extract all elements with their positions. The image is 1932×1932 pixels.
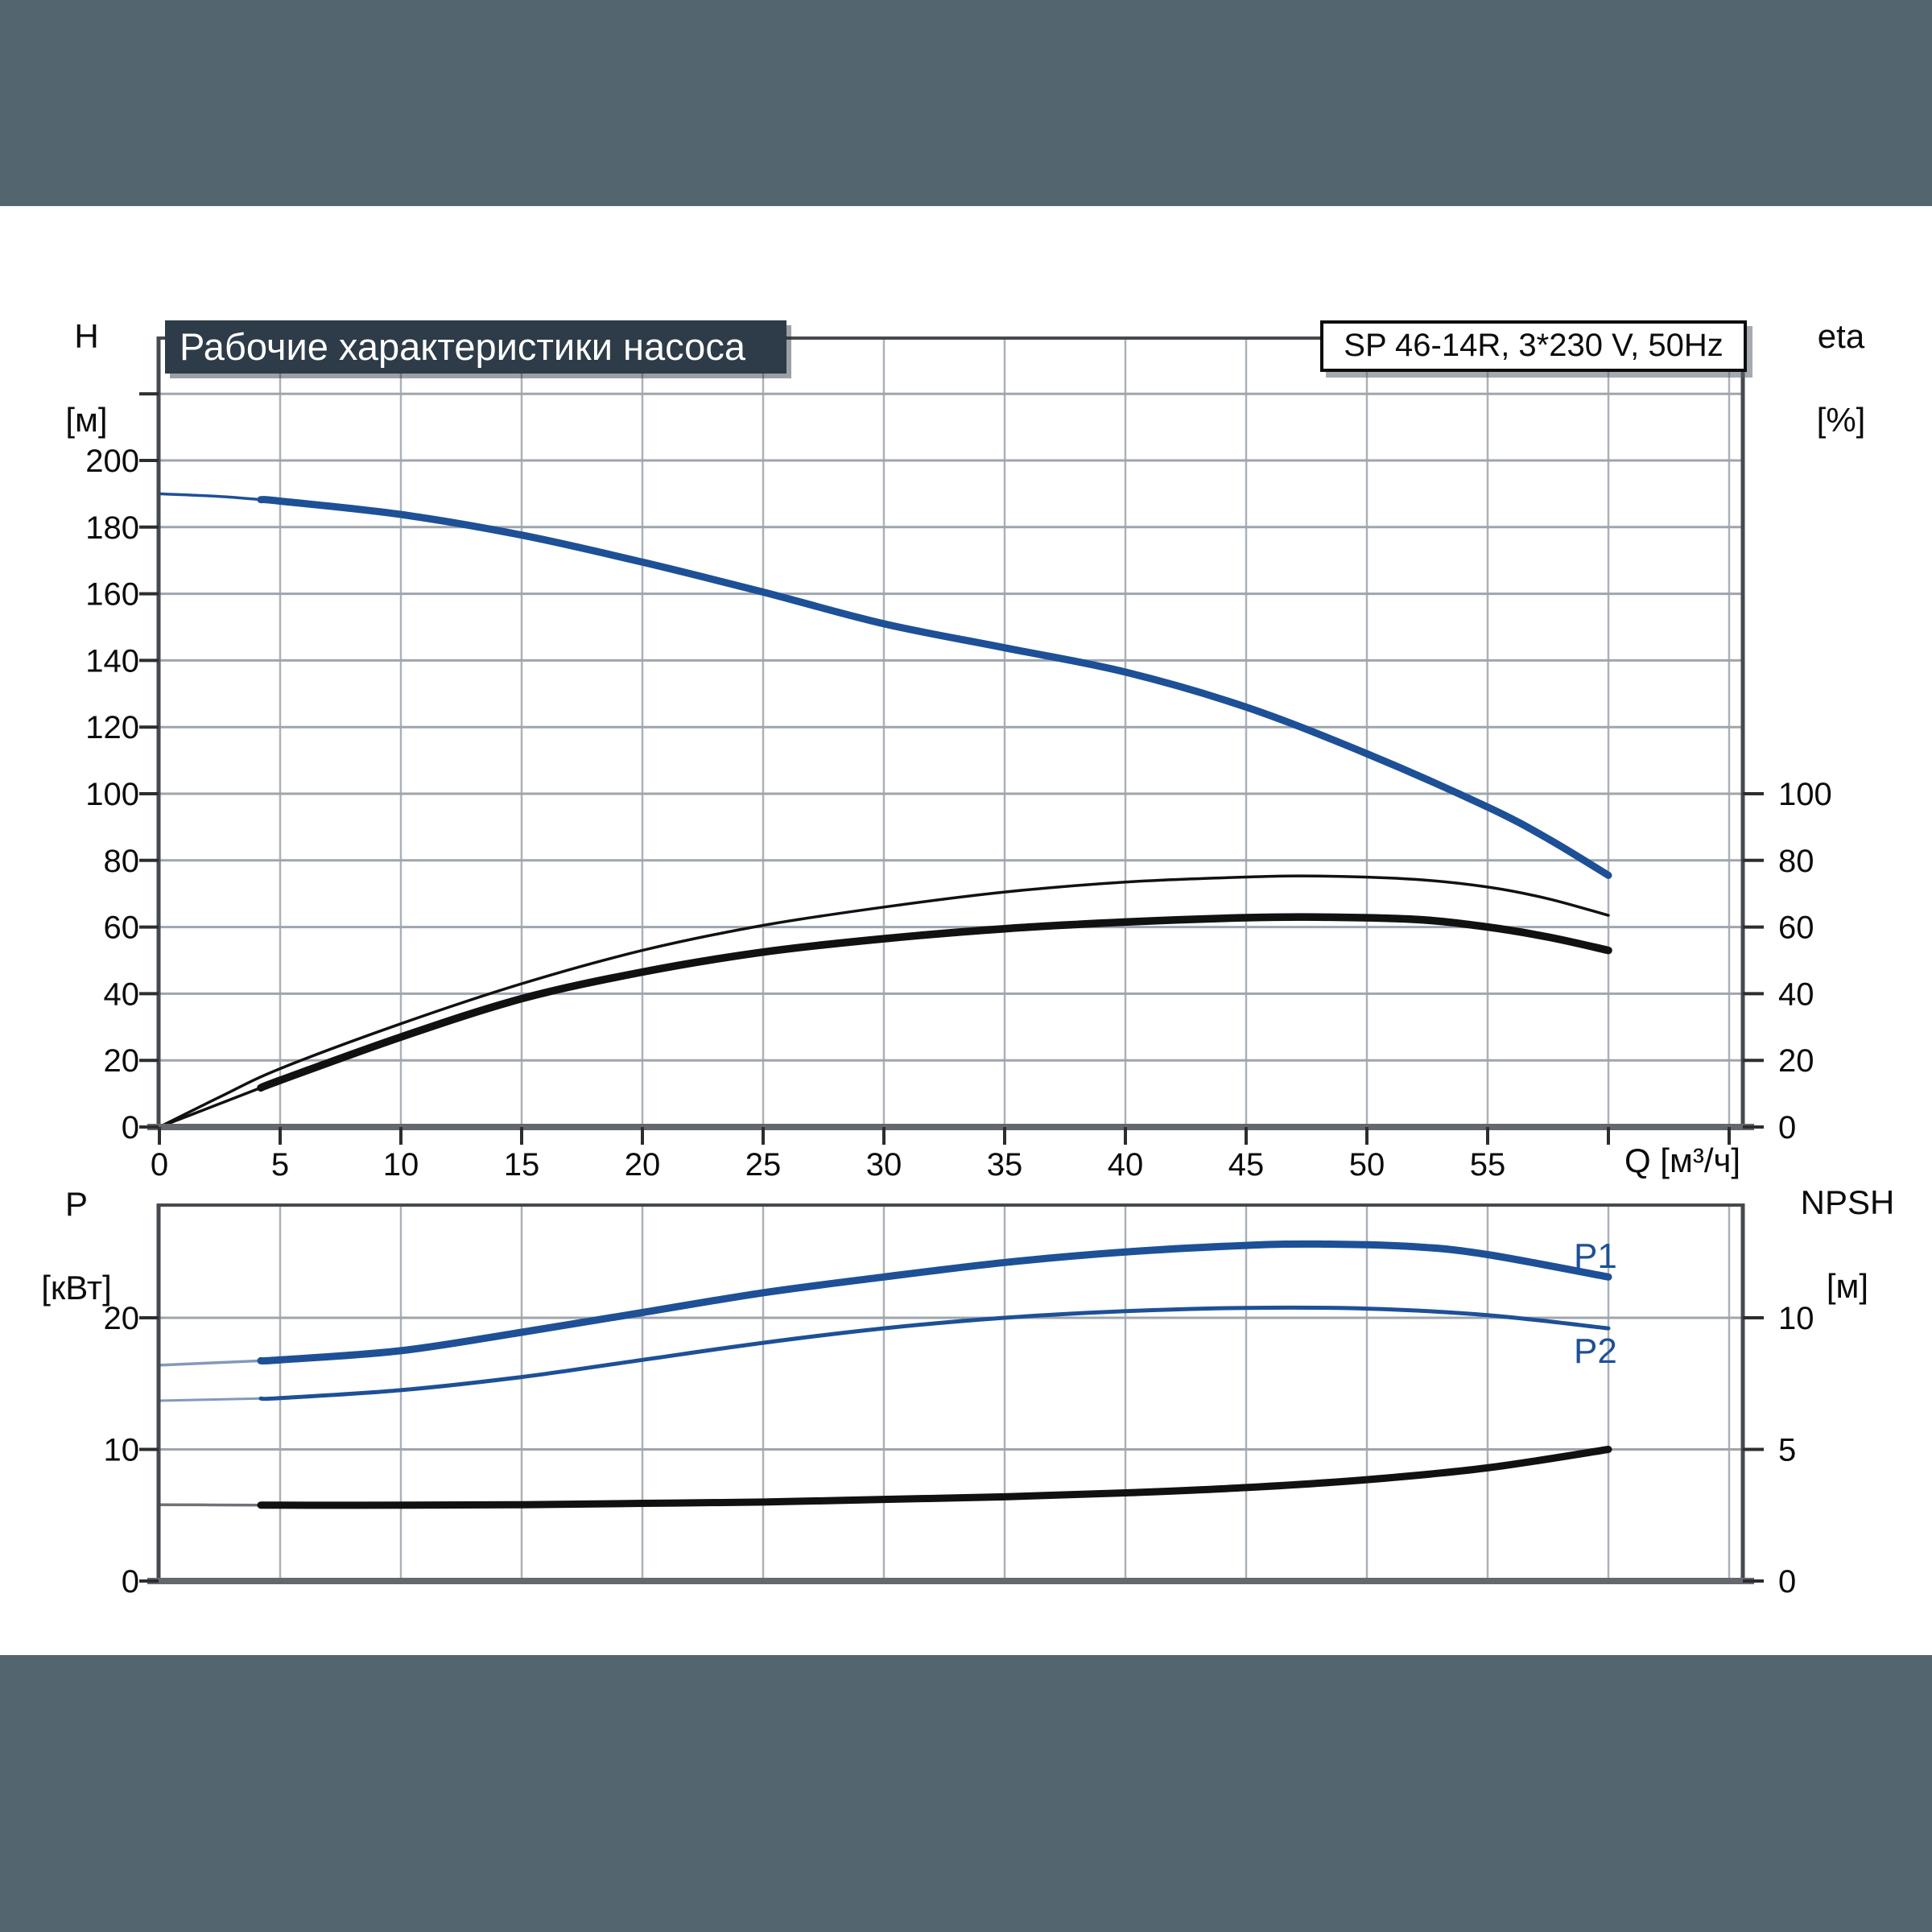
- left-tick-label: 0: [122, 1564, 139, 1600]
- x-tick-label: 20: [625, 1147, 661, 1183]
- right-tick-label: 80: [1778, 844, 1814, 879]
- right-tick-label: 60: [1778, 910, 1814, 946]
- x-tick-label: 0: [151, 1147, 168, 1183]
- eta-thin-curve: [158, 874, 1610, 1129]
- left-tick-label: 180: [85, 510, 139, 546]
- eta-axis-name: eta: [1817, 317, 1865, 355]
- head-curve: [257, 496, 1612, 879]
- p2-curve-thin-segment: [158, 1397, 262, 1402]
- right-tick-label: 10: [1778, 1301, 1814, 1336]
- head-axis-label: H [м]: [36, 316, 137, 441]
- left-tick-label: 160: [85, 577, 139, 613]
- x-tick-label: 15: [504, 1147, 540, 1183]
- left-tick-label: 20: [104, 1043, 140, 1079]
- x-tick-label: 45: [1228, 1147, 1265, 1183]
- left-tick-label: 200: [85, 444, 139, 479]
- p1-curve: [257, 1240, 1612, 1365]
- left-tick-label: 60: [104, 910, 140, 946]
- pump-model-box: SP 46-14R, 3*230 V, 50Hz: [1320, 320, 1747, 372]
- right-tick-label: 40: [1778, 976, 1814, 1012]
- bottom-band: [0, 1655, 1932, 1932]
- power-axis-unit: [кВт]: [41, 1269, 112, 1307]
- left-tick-label: 100: [85, 777, 139, 812]
- power-axis-label: P [кВт]: [16, 1183, 137, 1309]
- x-tick-label: 55: [1470, 1147, 1506, 1183]
- npsh-axis-label: NPSH [м]: [1775, 1182, 1920, 1307]
- x-tick-label: 25: [745, 1147, 782, 1183]
- flow-axis-label: Q [м³/ч]: [1624, 1141, 1741, 1179]
- left-tick-label: 20: [104, 1301, 140, 1336]
- x-tick-label: 50: [1349, 1147, 1385, 1183]
- p1-curve-label: P1: [1574, 1236, 1617, 1276]
- eta-thick-curve-thin-segment: [158, 1086, 262, 1129]
- right-tick-label: 100: [1778, 777, 1832, 812]
- eta-axis-unit: [%]: [1816, 401, 1866, 439]
- left-tick-label: 10: [104, 1433, 140, 1468]
- x-tick-label: 35: [987, 1147, 1023, 1183]
- eta-axis-label: eta [%]: [1789, 316, 1893, 441]
- head-axis-name: H: [74, 317, 99, 355]
- p1-curve-thin-segment: [158, 1359, 262, 1367]
- x-tick-label: 30: [866, 1147, 902, 1183]
- right-tick-label: 0: [1778, 1110, 1796, 1146]
- right-tick-label: 0: [1778, 1564, 1796, 1600]
- npsh-axis-name: NPSH: [1800, 1183, 1895, 1221]
- left-tick-label: 140: [85, 643, 139, 679]
- x-tick-label: 5: [271, 1147, 289, 1183]
- right-tick-label: 5: [1778, 1433, 1796, 1468]
- head-curve-thin-segment: [158, 492, 262, 502]
- top-band: [0, 0, 1932, 206]
- left-tick-label: 80: [104, 844, 140, 879]
- head-axis-unit: [м]: [65, 401, 108, 439]
- right-tick-label: 20: [1778, 1043, 1814, 1079]
- eta-thick-curve: [257, 913, 1612, 1092]
- npsh-curve: [257, 1446, 1612, 1509]
- power-axis-name: P: [64, 1185, 88, 1223]
- chart-title-banner: Рабочие характеристики насоса: [165, 320, 786, 374]
- p2-curve: [258, 1305, 1611, 1402]
- x-tick-label: 40: [1108, 1147, 1144, 1183]
- left-tick-label: 120: [85, 710, 139, 745]
- left-tick-label: 0: [122, 1110, 139, 1146]
- npsh-axis-unit: [м]: [1826, 1267, 1869, 1305]
- x-tick-label: 10: [383, 1147, 419, 1183]
- p2-curve-label: P2: [1574, 1331, 1617, 1371]
- left-tick-label: 40: [104, 976, 140, 1012]
